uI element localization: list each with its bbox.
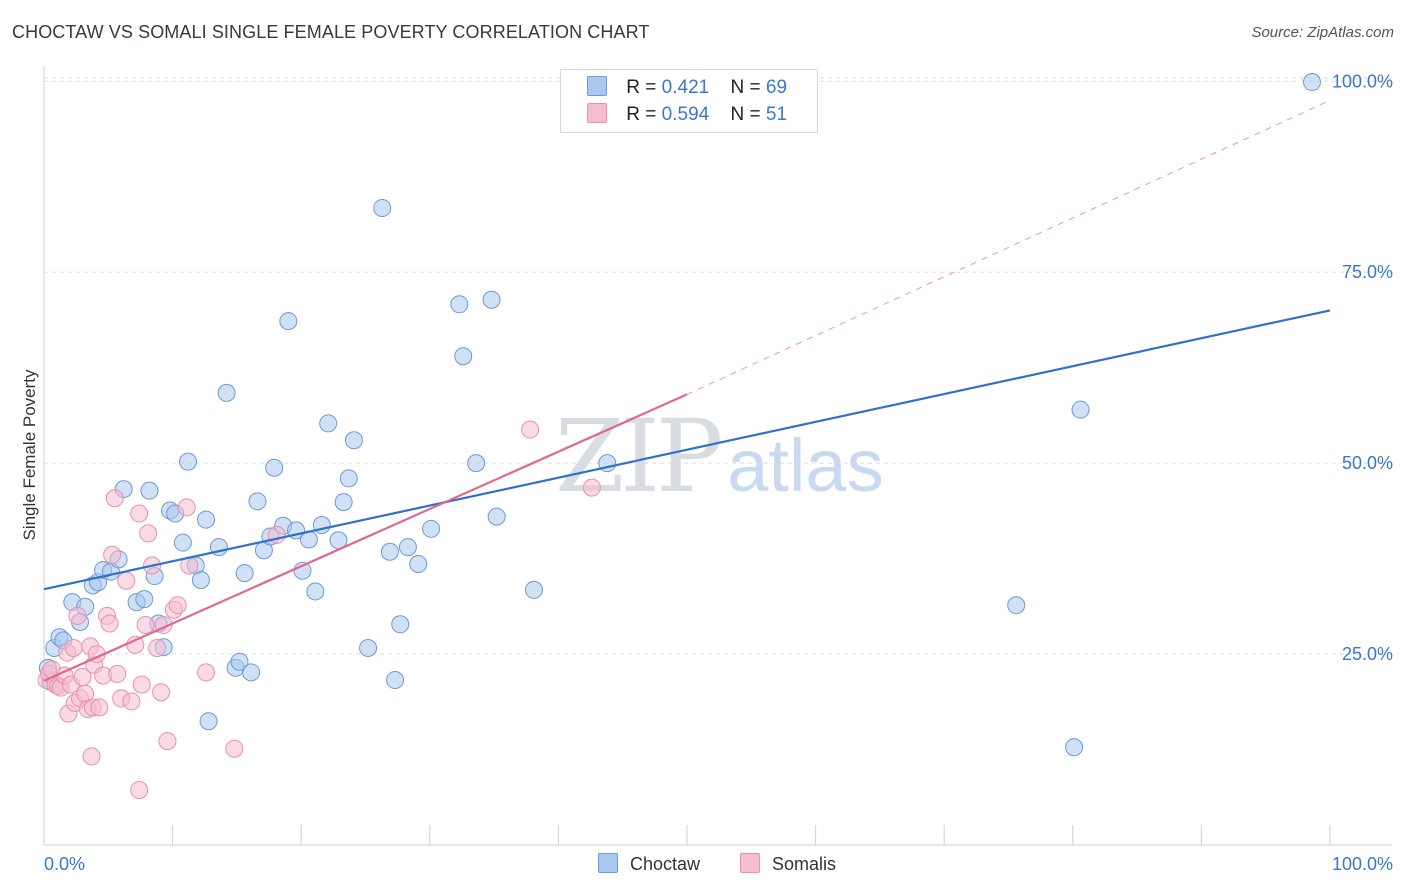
- somalis-point: [168, 596, 187, 615]
- choctaw-point: [1302, 73, 1321, 92]
- somalis-point: [197, 663, 216, 682]
- y-axis-label: Single Female Poverty: [20, 369, 39, 541]
- y-tick-label: 25.0%: [1342, 644, 1393, 664]
- watermark-zip: ZIP: [555, 398, 723, 515]
- bottom-legend-choctaw-label: Choctaw: [630, 854, 701, 874]
- choctaw-point: [422, 519, 441, 538]
- y-tick-label: 100.0%: [1332, 71, 1393, 91]
- choctaw-point: [373, 199, 392, 218]
- legend-choctaw-n-label: N =: [730, 77, 761, 98]
- chart-title: CHOCTAW VS SOMALI SINGLE FEMALE POVERTY …: [12, 22, 650, 42]
- correlation-legend: R = 0.421 N = 69 R = 0.594 N = 51: [560, 69, 818, 133]
- source-credit: Source: ZipAtlas.com: [1251, 24, 1394, 41]
- somalis-point: [225, 739, 244, 758]
- choctaw-point: [380, 542, 399, 561]
- somalis-point: [130, 781, 149, 800]
- somalis-point: [108, 664, 127, 683]
- legend-somalis-n-value: 51: [765, 104, 788, 125]
- choctaw-point: [524, 580, 543, 599]
- choctaw-point: [339, 469, 358, 488]
- choctaw-point: [279, 312, 298, 331]
- somalis-point: [103, 545, 122, 564]
- legend-choctaw-n-value: 69: [765, 77, 788, 98]
- watermark-atlas: atlas: [727, 424, 884, 507]
- somalis-point: [122, 692, 141, 711]
- legend-somalis-r-value: 0.594: [661, 104, 710, 125]
- choctaw-trend-line: [43, 309, 1331, 591]
- choctaw-point: [140, 481, 159, 500]
- choctaw-swatch-icon: [587, 76, 607, 96]
- choctaw-point: [398, 538, 417, 557]
- choctaw-point: [217, 383, 236, 402]
- legend-row-somalis: R = 0.594 N = 51: [587, 103, 787, 127]
- somalis-point: [64, 638, 83, 657]
- somalis-point: [158, 732, 177, 751]
- somalis-swatch-icon: [587, 103, 607, 123]
- choctaw-point: [487, 507, 506, 526]
- choctaw-point: [334, 493, 353, 512]
- choctaw-point: [265, 458, 284, 477]
- legend-choctaw-r-value: 0.421: [661, 77, 710, 98]
- choctaw-point: [248, 492, 267, 511]
- choctaw-point: [173, 533, 192, 552]
- choctaw-point: [306, 582, 325, 601]
- somalis-point: [130, 504, 149, 523]
- somalis-trend-line: [43, 393, 688, 682]
- bottom-legend-choctaw: Choctaw: [598, 853, 700, 875]
- somalis-point: [177, 498, 196, 517]
- choctaw-point: [1007, 596, 1026, 615]
- bottom-legend-somalis: Somalis: [740, 853, 836, 875]
- legend-somalis-r-label: R =: [626, 104, 657, 125]
- somalis-point: [148, 638, 167, 657]
- choctaw-point: [391, 615, 410, 634]
- choctaw-point: [197, 510, 216, 529]
- watermark: ZIP atlas: [555, 398, 884, 515]
- y-tick-label: 75.0%: [1342, 262, 1393, 282]
- somalis-trend-extension: [686, 99, 1331, 395]
- somalis-point: [136, 616, 155, 635]
- somalis-point: [132, 675, 151, 694]
- somalis-point: [100, 614, 119, 633]
- choctaw-legend-swatch-icon: [598, 853, 618, 873]
- somalis-point: [521, 420, 540, 439]
- choctaw-point: [199, 712, 218, 731]
- x-tick-label-min: 0.0%: [44, 854, 85, 874]
- choctaw-point: [344, 431, 363, 450]
- y-tick-label: 50.0%: [1342, 453, 1393, 473]
- legend-choctaw-r-label: R =: [626, 77, 657, 98]
- somalis-point: [152, 683, 171, 702]
- choctaw-point: [191, 570, 210, 589]
- choctaw-point: [179, 452, 198, 471]
- somalis-legend-swatch-icon: [740, 853, 760, 873]
- choctaw-point: [1071, 400, 1090, 419]
- choctaw-point: [454, 347, 473, 366]
- choctaw-point: [1065, 738, 1084, 757]
- legend-somalis-n-label: N =: [730, 104, 761, 125]
- choctaw-point: [409, 554, 428, 573]
- somalis-point: [82, 747, 101, 766]
- choctaw-point: [319, 414, 338, 433]
- somalis-point: [139, 524, 158, 543]
- choctaw-point: [242, 663, 261, 682]
- choctaw-point: [386, 671, 405, 690]
- choctaw-point: [359, 638, 378, 657]
- somalis-point: [68, 606, 87, 625]
- x-tick-label-max: 100.0%: [1332, 854, 1393, 874]
- legend-row-choctaw: R = 0.421 N = 69: [587, 76, 787, 100]
- choctaw-point: [450, 295, 469, 314]
- choctaw-point: [482, 290, 501, 309]
- choctaw-point: [235, 564, 254, 583]
- somalis-point: [105, 489, 124, 508]
- choctaw-point: [230, 652, 249, 671]
- choctaw-point: [467, 454, 486, 473]
- somalis-point: [582, 478, 601, 497]
- somalis-point: [117, 571, 136, 590]
- bottom-legend-somalis-label: Somalis: [772, 854, 837, 874]
- choctaw-point: [135, 590, 154, 609]
- somalis-point: [90, 698, 109, 717]
